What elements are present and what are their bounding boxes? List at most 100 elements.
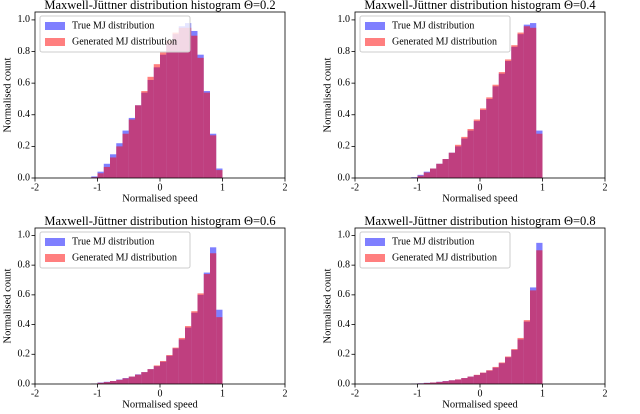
- x-tick-label: 1: [220, 182, 225, 193]
- histogram-bar: [97, 173, 104, 178]
- chart-title: Maxwell-Jüttner distribution histogram Θ…: [44, 0, 275, 12]
- histogram-bar: [498, 362, 505, 384]
- y-tick-label: 0.4: [18, 319, 31, 330]
- y-tick-label: 0.2: [18, 141, 31, 152]
- y-tick-label: 0.0: [338, 172, 351, 183]
- histogram-bar: [185, 326, 192, 384]
- x-tick-label: 0: [158, 388, 163, 399]
- histogram-bar: [461, 136, 468, 178]
- histogram-bar: [423, 172, 430, 178]
- x-axis-label: Normalised speed: [442, 399, 518, 410]
- legend-swatch: [45, 254, 65, 262]
- y-tick-label: 0.6: [18, 289, 31, 300]
- histogram-bar: [103, 166, 110, 178]
- x-tick-label: -1: [93, 388, 101, 399]
- histogram-bar: [423, 382, 430, 384]
- histogram-bar: [166, 40, 173, 179]
- histogram-bar: [141, 372, 148, 384]
- subplot: -2 -1 0 1 2 0.0 0.2 0.4 0.6 0.8 1.0 Maxwell-Jüttner…: [322, 0, 607, 204]
- histogram-bar: [536, 133, 543, 178]
- x-axis-label: Normalised speed: [122, 193, 198, 204]
- histogram-bar: [467, 376, 474, 384]
- y-tick-label: 0.8: [18, 46, 31, 57]
- legend-swatch: [45, 38, 65, 46]
- histogram-bar: [467, 128, 474, 178]
- legend-box: [39, 231, 191, 269]
- histogram-bar: [473, 119, 480, 178]
- y-tick-label: 1.0: [18, 14, 31, 25]
- histogram-bar: [448, 152, 455, 178]
- histogram-bar: [147, 76, 154, 178]
- x-tick-label: -2: [31, 182, 39, 193]
- x-axis-label: Normalised speed: [122, 399, 198, 410]
- histogram-bar: [122, 378, 129, 384]
- legend-box: [39, 15, 191, 53]
- histogram-bar: [455, 144, 462, 178]
- y-tick-label: 0.4: [338, 109, 351, 120]
- histogram-bar: [116, 146, 123, 178]
- x-axis-label: Normalised speed: [442, 193, 518, 204]
- histogram-bar: [517, 32, 524, 178]
- histogram-bar: [480, 108, 487, 178]
- subplot: -2 -1 0 1 2 0.0 0.2 0.4 0.6 0.8 1.0 Maxwell-Jüttner…: [2, 214, 287, 411]
- y-axis-label: Normalised count: [322, 268, 333, 343]
- histogram-bar: [210, 253, 217, 384]
- y-tick-label: 0.2: [338, 349, 351, 360]
- y-tick-label: 0.0: [18, 172, 31, 183]
- histogram-bar: [430, 168, 437, 178]
- histogram-bar: [197, 57, 204, 178]
- x-tick-label: 2: [283, 182, 288, 193]
- y-tick-label: 0.6: [338, 77, 351, 88]
- histogram-bar: [203, 92, 210, 178]
- y-tick-label: 0.8: [18, 259, 31, 270]
- histogram-bar: [436, 381, 443, 384]
- histogram-bar: [455, 379, 462, 384]
- histogram-bar: [492, 366, 499, 384]
- legend-label: Generated MJ distribution: [72, 252, 177, 263]
- histogram-bar: [191, 35, 198, 178]
- x-tick-label: -1: [413, 182, 421, 193]
- x-tick-label: 0: [158, 182, 163, 193]
- subplot: -2 -1 0 1 2 0.0 0.2 0.4 0.6 0.8 1.0 Maxwell-Jüttner…: [322, 214, 607, 411]
- histogram-bar: [210, 135, 217, 178]
- histogram-bar: [430, 382, 437, 384]
- y-axis-label: Normalised count: [2, 57, 13, 132]
- x-tick-label: 2: [603, 182, 608, 193]
- y-tick-label: 0.2: [18, 349, 31, 360]
- y-tick-label: 0.0: [338, 378, 351, 389]
- x-tick-label: 2: [603, 388, 608, 399]
- histogram-bar: [197, 293, 204, 384]
- histogram-bar: [166, 355, 173, 384]
- histogram-bar: [442, 159, 449, 178]
- histogram-bar: [530, 27, 537, 178]
- histogram-bar: [110, 381, 117, 384]
- y-tick-label: 0.8: [338, 259, 351, 270]
- histogram-bar: [147, 369, 154, 384]
- x-tick-label: 1: [540, 388, 545, 399]
- histogram-bar: [417, 175, 424, 178]
- x-tick-label: -1: [413, 388, 421, 399]
- legend-label: Generated MJ distribution: [392, 252, 497, 263]
- y-tick-label: 0.4: [338, 319, 351, 330]
- histogram-bar: [216, 317, 223, 384]
- histogram-bar: [448, 380, 455, 384]
- histogram-bar: [517, 337, 524, 384]
- legend-box: [359, 15, 511, 53]
- legend-swatch: [365, 38, 385, 46]
- histogram-bar: [530, 290, 537, 384]
- legend-box: [359, 231, 511, 269]
- histogram-bar: [461, 378, 468, 384]
- histogram-bar: [536, 250, 543, 384]
- histogram-bar: [523, 320, 530, 384]
- legend-swatch: [365, 254, 385, 262]
- x-tick-label: -2: [351, 182, 359, 193]
- y-tick-label: 0.4: [18, 109, 31, 120]
- histogram-bar: [135, 105, 142, 178]
- histogram-bar: [203, 274, 210, 384]
- y-tick-label: 1.0: [338, 230, 351, 241]
- chart-title: Maxwell-Jüttner distribution histogram Θ…: [44, 214, 275, 228]
- legend-swatch: [365, 22, 385, 30]
- x-tick-label: 1: [540, 182, 545, 193]
- legend-swatch: [45, 238, 65, 246]
